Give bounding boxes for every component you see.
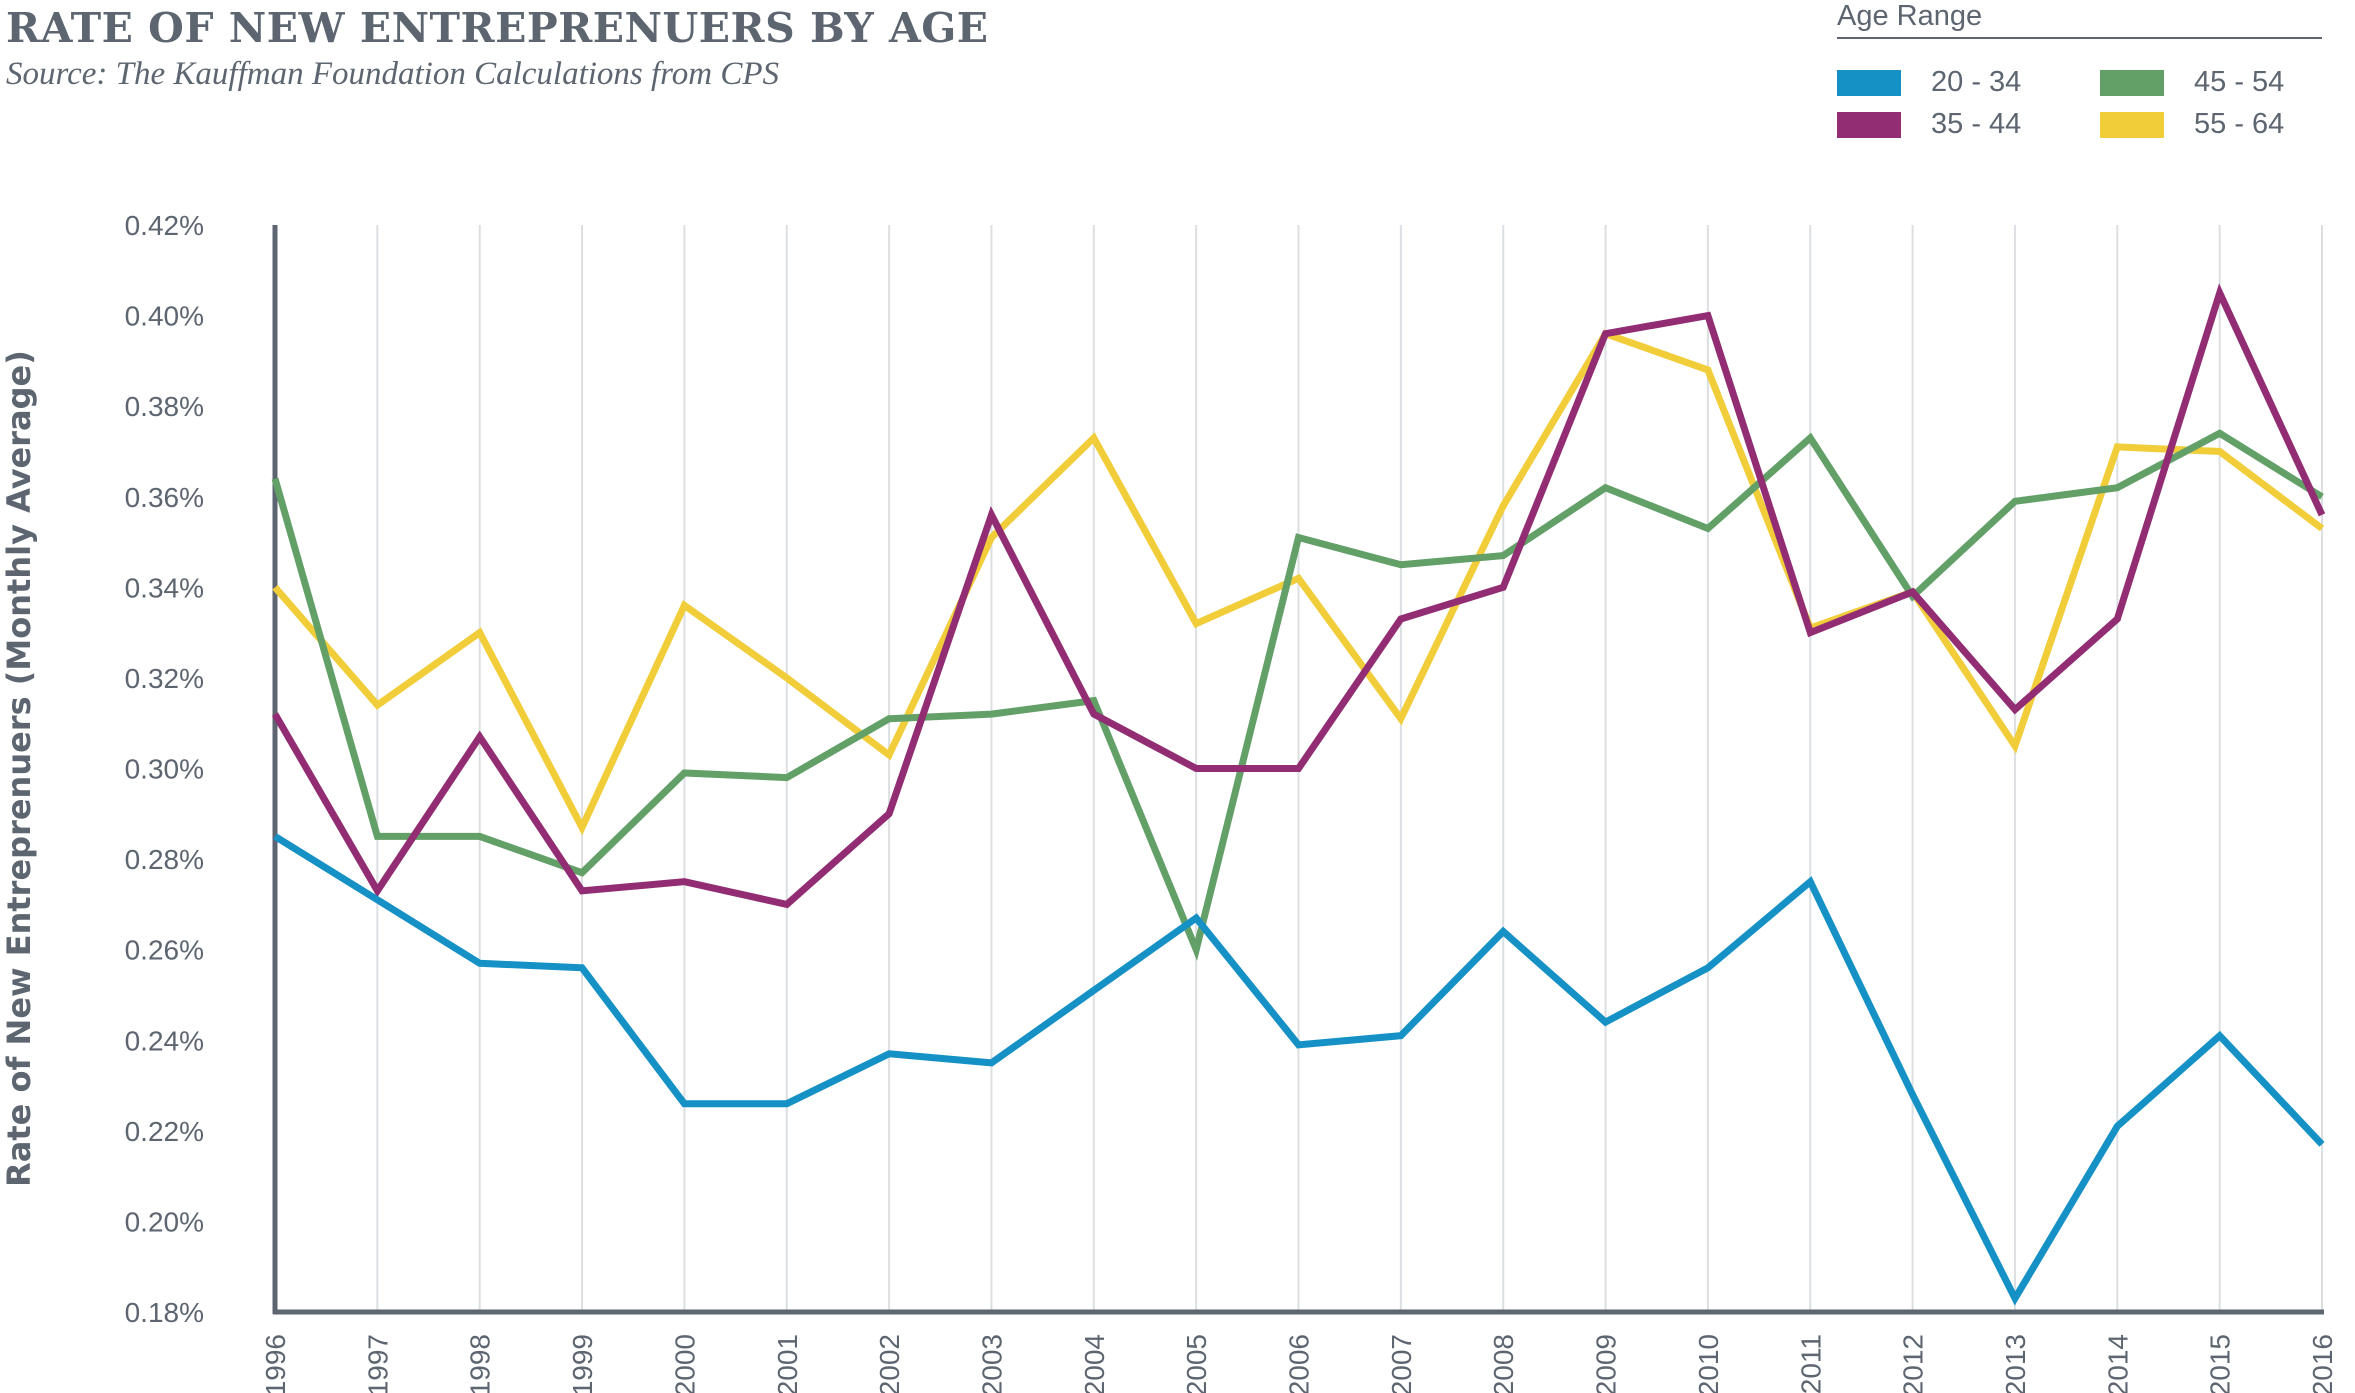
x-tick-label: 2012 (1898, 1334, 1929, 1393)
y-tick-label: 0.42% (125, 210, 204, 241)
y-tick-label: 0.20% (125, 1206, 204, 1237)
x-tick-label: 2005 (1181, 1334, 1212, 1393)
x-gridlines (376, 225, 2323, 1312)
legend-swatch-45-54 (2100, 70, 2164, 96)
x-tick-label: 2016 (2307, 1334, 2338, 1393)
x-tick-label: 2001 (772, 1334, 803, 1393)
legend-label-35-44: 35 - 44 (1931, 108, 2022, 140)
x-tick-label: 2002 (874, 1334, 905, 1393)
x-tick-label: 1996 (260, 1334, 291, 1393)
series-lines (271, 283, 2326, 1306)
y-tick-label: 0.30% (125, 754, 204, 785)
x-tick-label: 2009 (1591, 1334, 1622, 1393)
y-tick-label: 0.40% (125, 301, 204, 332)
y-tick-label: 0.36% (125, 482, 204, 513)
y-tick-label: 0.32% (125, 663, 204, 694)
y-tick-labels: 0.18% 0.20% 0.22% 0.24% 0.26% 0.28% 0.30% 0.32%… (125, 210, 204, 1328)
x-tick-label: 1997 (362, 1334, 393, 1393)
legend-label-55-64: 55 - 64 (2194, 108, 2285, 140)
x-tick-label: 2006 (1284, 1334, 1315, 1393)
legend-label-45-54: 45 - 54 (2194, 66, 2285, 98)
y-tick-label: 0.28% (125, 844, 204, 875)
y-tick-label: 0.24% (125, 1025, 204, 1056)
x-tick-label: 1999 (567, 1334, 598, 1393)
x-tick-labels: 1996 1997 1998 1999 2000 2001 2002 2003 2004 2005… (260, 1334, 2338, 1393)
x-tick-label: 2015 (2205, 1334, 2236, 1393)
legend-label-20-34: 20 - 34 (1931, 66, 2022, 98)
y-tick-label: 0.18% (125, 1297, 204, 1328)
x-tick-label: 2004 (1079, 1334, 1110, 1393)
legend-swatch-55-64 (2100, 112, 2164, 138)
x-tick-label: 1998 (465, 1334, 496, 1393)
y-tick-label: 0.34% (125, 572, 204, 603)
series-line-20-34 (273, 833, 2325, 1306)
series-line-55-64 (272, 329, 2325, 836)
y-tick-label: 0.26% (125, 935, 204, 966)
legend-swatch-35-44 (1837, 112, 1901, 138)
legend-title: Age Range (1837, 0, 1983, 32)
x-tick-label: 2011 (1795, 1334, 1826, 1393)
x-tick-label: 2007 (1386, 1334, 1417, 1393)
y-tick-label: 0.38% (125, 391, 204, 422)
legend: Age Range 20 - 34 35 - 44 45 - 54 55 - 6… (1837, 0, 2322, 150)
x-tick-label: 2003 (976, 1334, 1007, 1393)
x-tick-label: 2013 (2000, 1334, 2031, 1393)
chart-subtitle: Source: The Kauffman Foundation Calculat… (6, 56, 780, 92)
chart-title: RATE OF NEW ENTREPRENUERS BY AGE (6, 4, 989, 52)
x-tick-label: 2008 (1488, 1334, 1519, 1393)
axes (272, 225, 2324, 1315)
y-tick-label: 0.22% (125, 1116, 204, 1147)
x-tick-label: 2000 (669, 1334, 700, 1393)
y-axis-label: Rate of New Entreprenuers (Monthly Avera… (0, 350, 38, 1187)
x-tick-label: 2014 (2102, 1334, 2133, 1393)
series-line-45-54 (271, 429, 2324, 961)
legend-swatch-20-34 (1837, 70, 1901, 96)
series-line-35-44 (271, 283, 2326, 909)
legend-divider (1837, 37, 2322, 39)
x-tick-label: 2010 (1693, 1334, 1724, 1393)
